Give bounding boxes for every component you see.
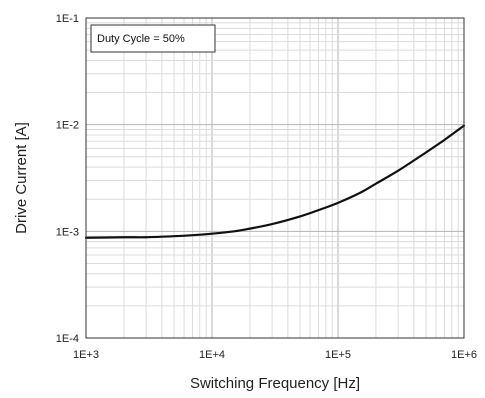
annotation-frame [90,24,216,53]
y-axis-title: Drive Current [A] [13,122,30,234]
y-tick-label: 1E-1 [56,13,79,25]
x-tick-label: 1E+4 [199,349,225,361]
curve-layer [84,124,466,239]
x-tick-label: 1E+5 [325,349,351,361]
annotation-text: Duty Cycle = 50% [97,33,185,45]
x-tick-labels: 1E+3 1E+4 1E+5 1E+6 [73,349,477,361]
x-axis-title: Switching Frequency [Hz] [190,375,360,392]
y-tick-label: 1E-2 [56,120,79,132]
x-tick-label: 1E+6 [451,349,477,361]
y-tick-label: 1E-3 [56,226,79,238]
plot-area [86,18,464,338]
y-tick-labels: 1E-4 1E-3 1E-2 1E-1 [56,13,79,345]
x-tick-label: 1E+3 [73,349,99,361]
series-line [84,124,466,239]
grid [86,18,464,338]
plot-frame [85,17,465,339]
annotation-box: Duty Cycle = 50% [90,24,216,53]
y-tick-label: 1E-4 [56,333,79,345]
